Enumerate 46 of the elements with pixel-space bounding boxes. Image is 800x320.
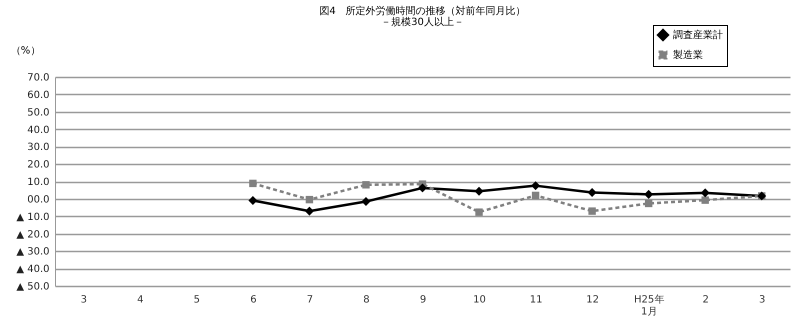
x-tick-label: 12 bbox=[586, 294, 599, 306]
legend-label: 製造業 bbox=[673, 49, 703, 61]
y-tick-label: 00.0 bbox=[27, 194, 50, 206]
point bbox=[306, 196, 314, 204]
point bbox=[474, 186, 484, 196]
x-tick-label: 7 bbox=[306, 294, 314, 306]
y-tick-label: ▲ 10.0 bbox=[16, 212, 50, 223]
y-tick-label: 30.0 bbox=[27, 142, 50, 154]
y-tick-label: 40.0 bbox=[27, 124, 50, 136]
x-tick-label: 9 bbox=[420, 294, 426, 306]
x-tick-label: 2 bbox=[702, 294, 709, 306]
y-tick-label: 10.0 bbox=[27, 177, 50, 188]
x-tick-label: 10 bbox=[473, 294, 486, 306]
chart-title: 図4 所定外労働時間の推移（対前年同月比） bbox=[319, 5, 526, 17]
chart-subtitle: －規模30人以上－ bbox=[381, 16, 464, 28]
x-tick-label: 5 bbox=[194, 294, 200, 306]
y-tick-label: ▲ 30.0 bbox=[16, 246, 50, 258]
y-tick-label: ▲ 50.0 bbox=[16, 282, 50, 292]
x-tick-label: H25年 1月 bbox=[634, 294, 664, 318]
legend-label: 調査産業計 bbox=[673, 29, 723, 41]
y-axis-title: （%） bbox=[10, 46, 40, 56]
point bbox=[304, 206, 314, 216]
x-tick-label: 6 bbox=[250, 294, 257, 306]
x-tick-label: 4 bbox=[137, 294, 144, 306]
point bbox=[249, 180, 257, 188]
y-tick-label: 60.0 bbox=[27, 90, 50, 101]
point bbox=[588, 207, 596, 215]
point bbox=[248, 196, 258, 205]
point bbox=[701, 196, 709, 204]
point bbox=[531, 181, 540, 190]
x-tick-label: 3 bbox=[759, 294, 766, 306]
point bbox=[700, 188, 710, 198]
point bbox=[475, 208, 483, 216]
point bbox=[362, 181, 370, 189]
x-tick-label: 3 bbox=[80, 294, 87, 306]
y-tick-label: ▲ 40.0 bbox=[16, 264, 50, 276]
y-tick-label: ▲ 20.0 bbox=[16, 229, 50, 240]
y-tick-label: 50.0 bbox=[27, 107, 50, 118]
point bbox=[532, 192, 540, 200]
point bbox=[361, 197, 370, 206]
x-tick-label: 11 bbox=[530, 294, 542, 306]
x-tick-label: 8 bbox=[363, 294, 370, 306]
point bbox=[644, 200, 652, 208]
y-tick-label: 20.0 bbox=[27, 160, 50, 171]
point bbox=[418, 183, 427, 192]
y-tick-label: 70.0 bbox=[27, 72, 50, 84]
